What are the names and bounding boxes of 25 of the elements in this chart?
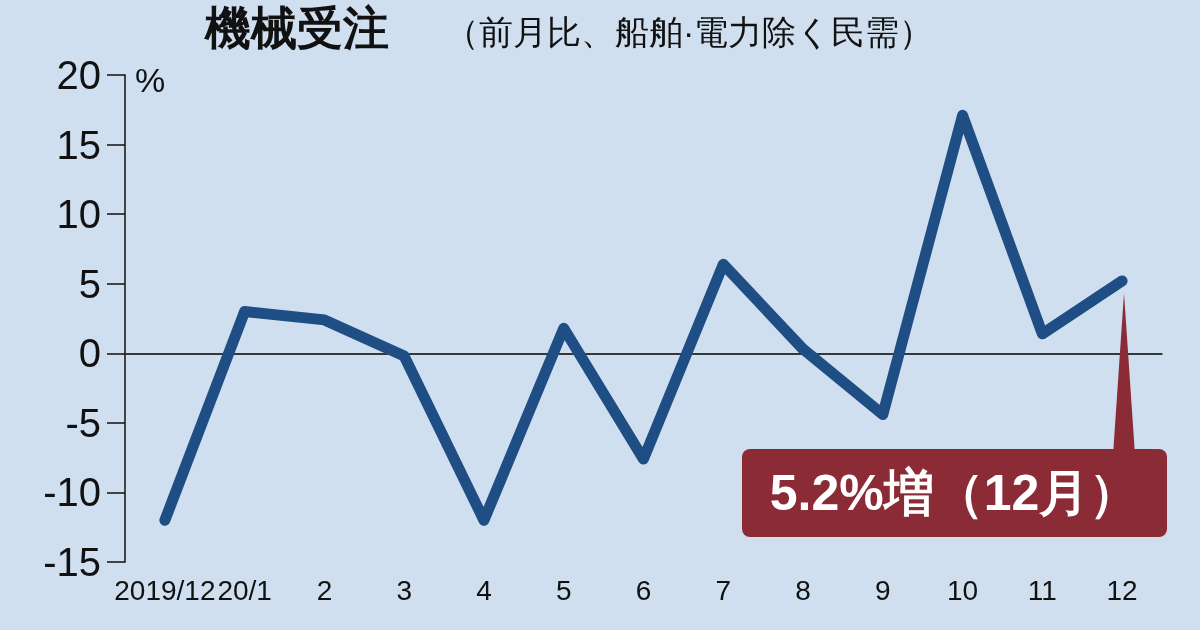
y-tick-label: 15 (56, 122, 101, 167)
x-tick-label: 9 (875, 574, 891, 606)
y-tick-label: -5 (65, 400, 101, 445)
x-tick-label: 5 (555, 574, 572, 606)
x-tick-label: 11 (1027, 574, 1057, 606)
y-tick-label: 10 (56, 192, 101, 237)
x-tick-label: 3 (396, 574, 412, 606)
annotation: 5.2%増（12月） (742, 448, 1168, 537)
x-tick-label: 7 (715, 574, 732, 606)
x-tick-label: 8 (795, 574, 811, 606)
x-tick-label: 10 (947, 574, 979, 606)
y-tick-label: 5 (78, 261, 101, 306)
y-tick-label: 20 (56, 53, 101, 97)
x-tick-label: 2 (316, 574, 333, 606)
x-tick-label: 6 (635, 574, 652, 606)
x-tick-label: 12 (1106, 574, 1138, 606)
chart-subtitle: （前月比、船舶·電力除く民需） (445, 13, 934, 51)
y-tick-label: 0 (78, 331, 101, 376)
x-tick-label: 4 (476, 574, 492, 606)
x-tick-label: 20/1 (217, 574, 272, 606)
chart-title: 機械受注 (203, 2, 389, 54)
y-tick-label: -10 (43, 470, 101, 515)
y-tick-label: -15 (43, 540, 101, 584)
x-tick-label: 2019/12 (114, 574, 216, 606)
y-axis-title: % (135, 61, 166, 99)
